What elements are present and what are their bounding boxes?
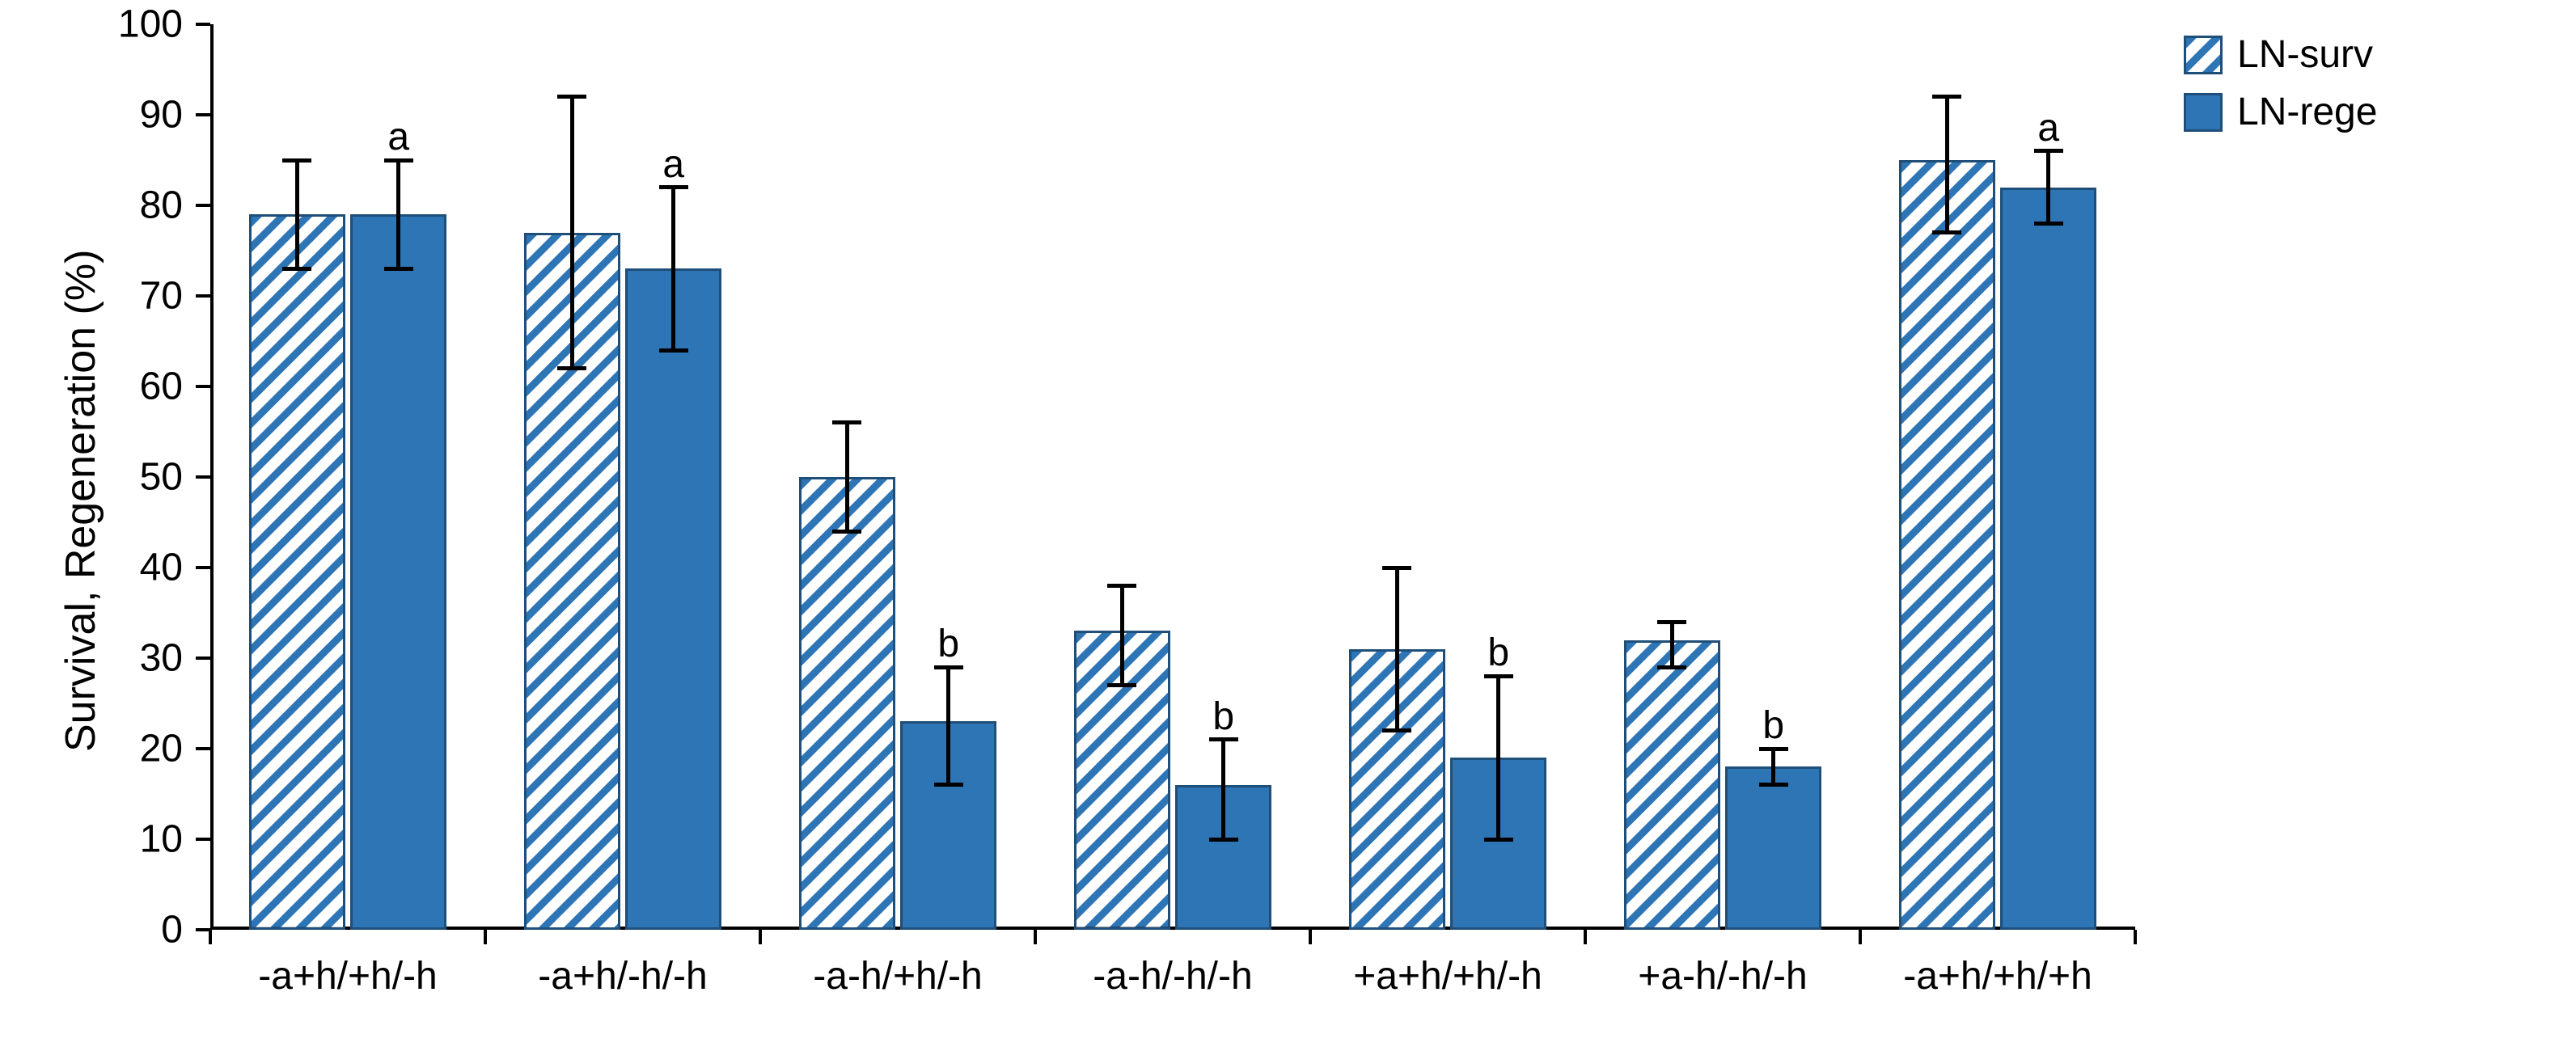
error-bar (295, 160, 299, 268)
legend: LN-surv LN-rege (2184, 32, 2377, 147)
chart-root: 0102030405060708090100Survival, Regenera… (0, 0, 2576, 1047)
error-cap-bot (1382, 728, 1411, 732)
x-tick-label: -a+h/+h/+h (1903, 954, 2092, 998)
y-tick (196, 566, 210, 569)
legend-item: LN-rege (2184, 90, 2377, 134)
bar-LN-rege (350, 214, 446, 930)
significance-letter: a (2037, 106, 2059, 150)
y-tick-label: 10 (0, 817, 183, 862)
error-bar (1496, 676, 1500, 839)
error-cap-top (557, 95, 586, 99)
error-cap-top (1657, 620, 1686, 624)
error-cap-bot (934, 783, 963, 787)
significance-letter: a (662, 142, 684, 187)
x-tick (2134, 930, 2137, 944)
x-tick-label: -a+h/+h/-h (258, 954, 437, 998)
x-tick (759, 930, 762, 944)
bar-LN-surv (1899, 160, 1995, 930)
error-cap-bot (1209, 838, 1238, 842)
bar-LN-rege (625, 268, 721, 930)
y-tick-label: 90 (0, 93, 183, 137)
error-bar (396, 160, 400, 268)
y-tick-label: 100 (0, 2, 183, 47)
error-cap-bot (384, 267, 413, 271)
error-cap-top (1107, 584, 1136, 588)
x-tick-label: -a-h/+h/-h (813, 954, 982, 998)
x-axis-line (210, 927, 2135, 930)
error-cap-top (832, 420, 861, 424)
y-tick (196, 475, 210, 479)
y-tick (196, 656, 210, 660)
error-cap-bot (1657, 665, 1686, 669)
y-tick (196, 385, 210, 388)
significance-letter: b (1212, 694, 1234, 739)
y-tick (196, 838, 210, 841)
error-cap-bot (832, 530, 861, 534)
error-cap-top (282, 158, 311, 163)
x-tick (1309, 930, 1312, 944)
error-cap-bot (1107, 683, 1136, 687)
x-tick (1034, 930, 1037, 944)
error-bar (1120, 585, 1124, 685)
bar-LN-surv (799, 477, 895, 930)
y-tick (196, 294, 210, 298)
error-cap-top (1382, 566, 1411, 570)
y-axis-title: Survival, Regeneration (%) (57, 250, 105, 752)
error-cap-bot (659, 348, 688, 353)
error-bar (1945, 97, 1949, 233)
y-tick (196, 747, 210, 750)
x-tick-label: -a-h/-h/-h (1093, 954, 1252, 998)
legend-label: LN-surv (2237, 32, 2373, 77)
error-bar (1395, 568, 1399, 731)
error-bar (1221, 740, 1225, 839)
bar-LN-rege (2000, 188, 2096, 930)
error-cap-bot (2034, 222, 2063, 226)
error-bar (1771, 749, 1775, 785)
error-bar (671, 188, 675, 351)
x-tick (484, 930, 487, 944)
y-tick-label: 80 (0, 184, 183, 228)
legend-swatch (2184, 36, 2223, 74)
significance-letter: b (1762, 703, 1784, 748)
error-cap-bot (1759, 783, 1788, 787)
y-tick (196, 113, 210, 116)
bar-LN-rege (1725, 766, 1821, 930)
significance-letter: b (937, 622, 959, 666)
x-tick (1584, 930, 1587, 944)
x-tick-label: -a+h/-h/-h (538, 954, 707, 998)
error-bar (2046, 151, 2050, 224)
bar-LN-surv (1624, 640, 1720, 930)
error-cap-bot (557, 366, 586, 370)
significance-letter: b (1487, 631, 1509, 675)
error-cap-bot (282, 267, 311, 271)
error-bar (845, 423, 849, 531)
bar-LN-surv (249, 214, 345, 930)
x-tick-label: +a+h/+h/-h (1353, 954, 1542, 998)
x-tick (1859, 930, 1862, 944)
error-bar (946, 667, 950, 785)
error-bar (1670, 622, 1674, 667)
significance-letter: a (387, 115, 409, 159)
x-tick-label: +a-h/-h/-h (1638, 954, 1807, 998)
legend-swatch (2184, 93, 2223, 132)
error-bar (570, 97, 574, 369)
error-cap-bot (1932, 230, 1961, 234)
y-axis-line (210, 24, 214, 930)
y-tick (196, 204, 210, 207)
legend-item: LN-surv (2184, 32, 2377, 77)
legend-label: LN-rege (2237, 90, 2377, 134)
x-tick (209, 930, 212, 944)
y-tick-label: 0 (0, 908, 183, 952)
error-cap-bot (1484, 838, 1513, 842)
error-cap-top (1932, 95, 1961, 99)
y-tick (196, 23, 210, 26)
